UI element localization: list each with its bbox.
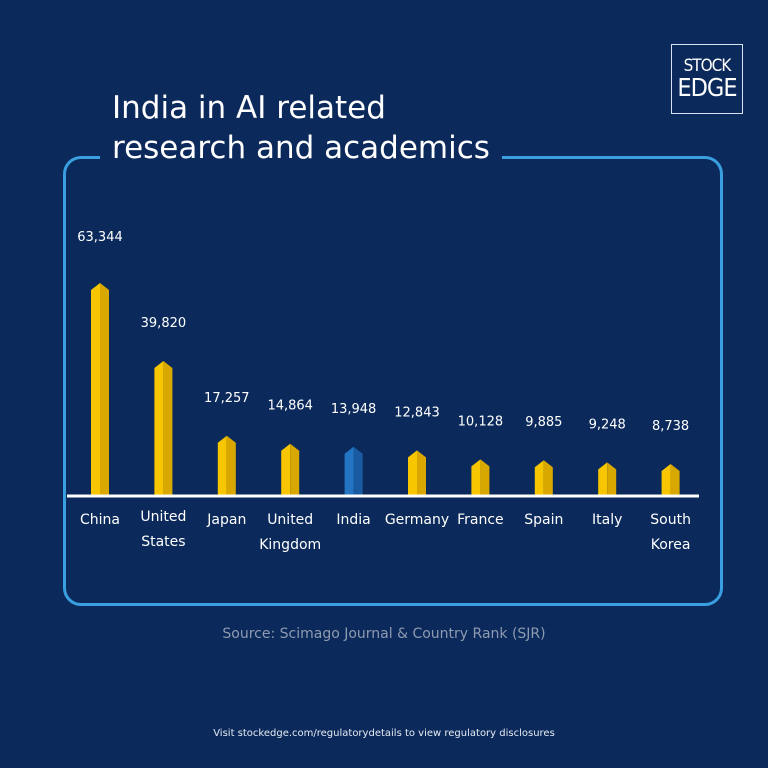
category-label: Spain	[524, 512, 563, 528]
bar	[661, 464, 671, 495]
bar	[344, 446, 354, 495]
bar-shade	[417, 450, 426, 495]
value-label: 12,843	[394, 405, 440, 420]
value-label: 39,820	[141, 316, 187, 331]
value-label: 63,344	[77, 230, 123, 245]
bar	[471, 459, 481, 495]
bar	[91, 283, 100, 495]
bar-shade	[607, 462, 617, 495]
value-label: 13,948	[331, 402, 377, 417]
category-label: Korea	[651, 537, 691, 553]
bar-shade	[543, 460, 553, 495]
bar	[598, 462, 608, 495]
logo-line-2: EDGE	[677, 73, 737, 102]
title-line-1: India in AI related	[112, 90, 386, 126]
title-line-2: research and academics	[112, 130, 490, 166]
source-note: Source: Scimago Journal & Country Rank (…	[222, 626, 546, 642]
logo-line-1: STOCK	[683, 56, 732, 76]
category-label: Germany	[385, 512, 449, 528]
bar	[534, 460, 544, 495]
bar	[217, 435, 227, 495]
bar-shade	[670, 464, 680, 495]
bar-shade	[100, 283, 109, 495]
category-label: United	[267, 512, 313, 528]
value-label: 10,128	[458, 414, 504, 429]
stockedge-logo: STOCK EDGE	[671, 44, 743, 114]
category-label: States	[141, 534, 185, 550]
category-label: China	[80, 512, 120, 528]
bar-shade	[480, 459, 490, 495]
category-label: Italy	[592, 512, 622, 528]
category-label: France	[457, 512, 504, 528]
value-label: 17,257	[204, 391, 250, 406]
bar	[154, 360, 164, 495]
bar	[408, 450, 417, 495]
bar-shade	[163, 360, 173, 495]
value-label: 8,738	[652, 419, 689, 434]
category-label: South	[650, 512, 691, 528]
category-label: India	[336, 512, 370, 528]
value-label: 14,864	[267, 399, 313, 414]
footer-disclosure: Visit stockedge.com/regulatorydetails to…	[213, 728, 555, 739]
bar-shade	[353, 446, 363, 495]
category-label: Japan	[206, 512, 246, 528]
category-label: United	[140, 509, 186, 525]
bar-shade	[290, 443, 300, 495]
bar	[281, 443, 291, 495]
category-label: Kingdom	[259, 537, 321, 553]
bar-shade	[226, 435, 236, 495]
page-title: India in AI related research and academi…	[100, 88, 502, 168]
value-label: 9,885	[525, 415, 562, 430]
value-label: 9,248	[589, 417, 626, 432]
